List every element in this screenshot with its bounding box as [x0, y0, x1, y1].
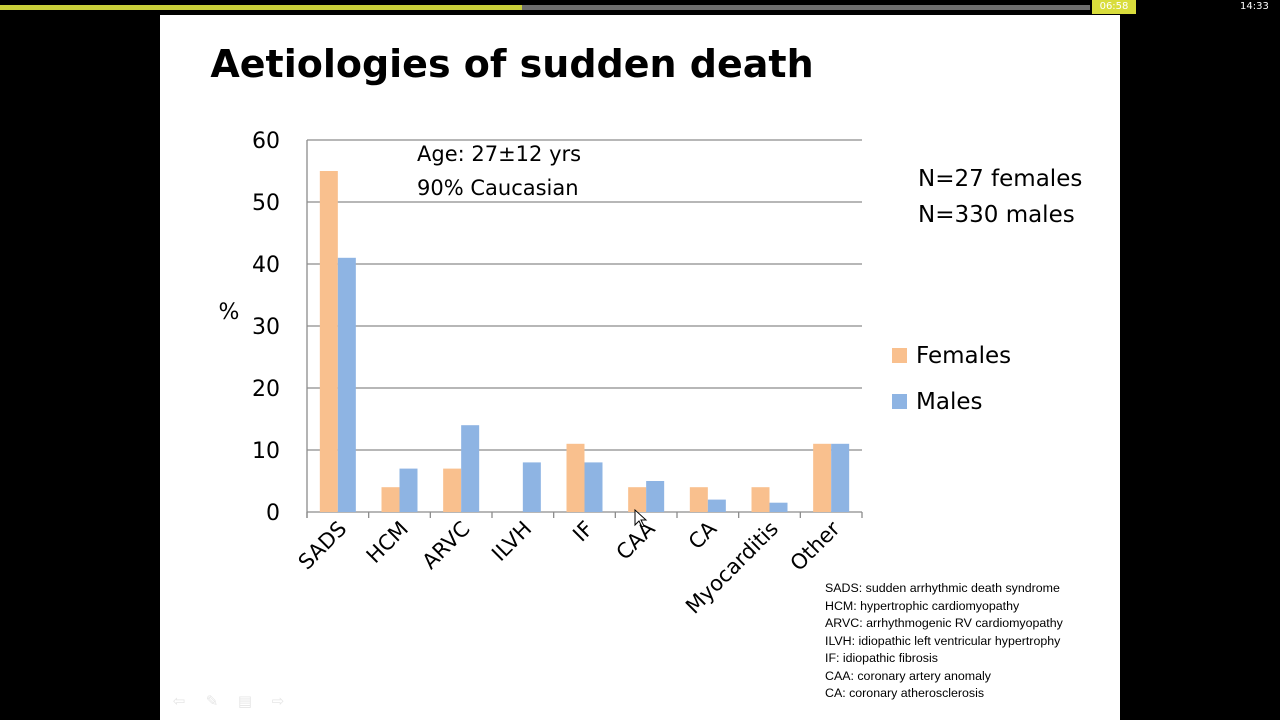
progress-bar[interactable]: [0, 5, 1090, 10]
y-tick-label: 0: [266, 501, 280, 526]
female-count-line: N=27 females: [918, 166, 1083, 192]
legend-label-females: Females: [916, 343, 1012, 369]
bar-females-hcm: [381, 487, 400, 512]
bar-females-myocarditis: [751, 487, 770, 512]
back-arrow-icon[interactable]: ⇦: [172, 692, 186, 710]
video-player-bar: 06:58 14:33: [0, 0, 1280, 14]
mouse-cursor-icon: [634, 509, 648, 528]
y-tick-label: 60: [252, 129, 280, 154]
demographics-text: Age: 27±12 yrs 90% Caucasian: [417, 137, 581, 205]
legend-label-males: Males: [916, 389, 983, 415]
abbr-sads: SADS: sudden arrhythmic death syndrome: [825, 581, 1060, 595]
x-tick-label: ILVH: [487, 517, 536, 566]
x-tick-label: Other: [786, 516, 845, 575]
bar-males-ca: [707, 499, 726, 512]
forward-arrow-icon[interactable]: ⇨: [271, 692, 285, 710]
male-count-line: N=330 males: [918, 202, 1075, 228]
bar-females-other: [813, 443, 832, 512]
bar-females-sads: [319, 171, 338, 512]
bar-males-myocarditis: [769, 502, 788, 512]
abbr-hcm: HCM: hypertrophic cardiomyopathy: [825, 598, 1020, 613]
bar-females-arvc: [443, 468, 462, 512]
x-tick-label: HCM: [362, 517, 413, 568]
bar-females-caa: [628, 487, 647, 512]
y-tick-label: 40: [252, 253, 280, 278]
abbr-ilvh: ILVH: idiopathic left ventricular hypert…: [825, 633, 1061, 648]
elapsed-time: 06:58: [1092, 0, 1136, 14]
x-tick-label: IF: [568, 517, 598, 547]
bar-females-ca: [689, 487, 708, 512]
slide-nav-controls: ⇦ ✎ ▤ ⇨: [170, 692, 290, 712]
x-tick-label: ARVC: [418, 517, 475, 574]
x-tick-label: CA: [684, 516, 722, 554]
legend-swatch-females: [892, 348, 907, 363]
pen-icon[interactable]: ✎: [205, 692, 219, 710]
total-time: 14:33: [1240, 1, 1269, 12]
legend-swatch-males: [892, 394, 907, 409]
bar-males-other: [831, 443, 850, 512]
bar-males-caa: [646, 481, 665, 512]
y-tick-label: 20: [252, 377, 280, 402]
bar-males-ilvh: [522, 462, 541, 512]
abbr-ca: CA: coronary atherosclerosis: [825, 686, 985, 700]
bar-males-hcm: [399, 468, 418, 512]
ethnicity-line: 90% Caucasian: [417, 176, 579, 200]
abbr-caa: CAA: coronary artery anomaly: [825, 668, 991, 683]
menu-icon[interactable]: ▤: [237, 692, 253, 710]
y-tick-label: 30: [252, 315, 280, 340]
y-tick-label: 50: [252, 191, 280, 216]
y-tick-label: 10: [252, 439, 280, 464]
abbreviation-list: SADS: sudden arrhythmic death syndrome H…: [825, 580, 1063, 703]
abbr-if: IF: idiopathic fibrosis: [825, 651, 938, 665]
bar-females-if: [566, 443, 585, 512]
abbr-arvc: ARVC: arrhythmogenic RV cardiomyopathy: [825, 616, 1063, 630]
slide-title: Aetiologies of sudden death: [210, 42, 814, 86]
x-tick-label: SADS: [294, 517, 352, 575]
bar-males-if: [584, 462, 603, 512]
sample-size-text: N=27 females N=330 males: [918, 161, 1082, 233]
y-axis-label: %: [219, 300, 240, 325]
bar-males-arvc: [461, 425, 480, 512]
bar-males-sads: [337, 257, 356, 512]
age-line: Age: 27±12 yrs: [417, 142, 582, 166]
progress-fill: [0, 5, 523, 10]
